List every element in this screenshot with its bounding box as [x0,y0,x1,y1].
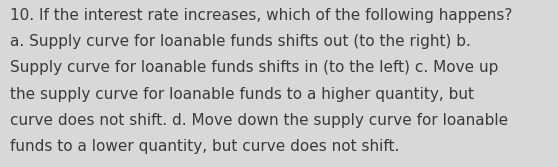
Text: Supply curve for loanable funds shifts in (to the left) c. Move up: Supply curve for loanable funds shifts i… [10,60,498,75]
Text: a. Supply curve for loanable funds shifts out (to the right) b.: a. Supply curve for loanable funds shift… [10,34,471,49]
Text: funds to a lower quantity, but curve does not shift.: funds to a lower quantity, but curve doe… [10,139,400,154]
Text: curve does not shift. d. Move down the supply curve for loanable: curve does not shift. d. Move down the s… [10,113,508,128]
Text: 10. If the interest rate increases, which of the following happens?: 10. If the interest rate increases, whic… [10,8,512,23]
Text: the supply curve for loanable funds to a higher quantity, but: the supply curve for loanable funds to a… [10,87,474,102]
